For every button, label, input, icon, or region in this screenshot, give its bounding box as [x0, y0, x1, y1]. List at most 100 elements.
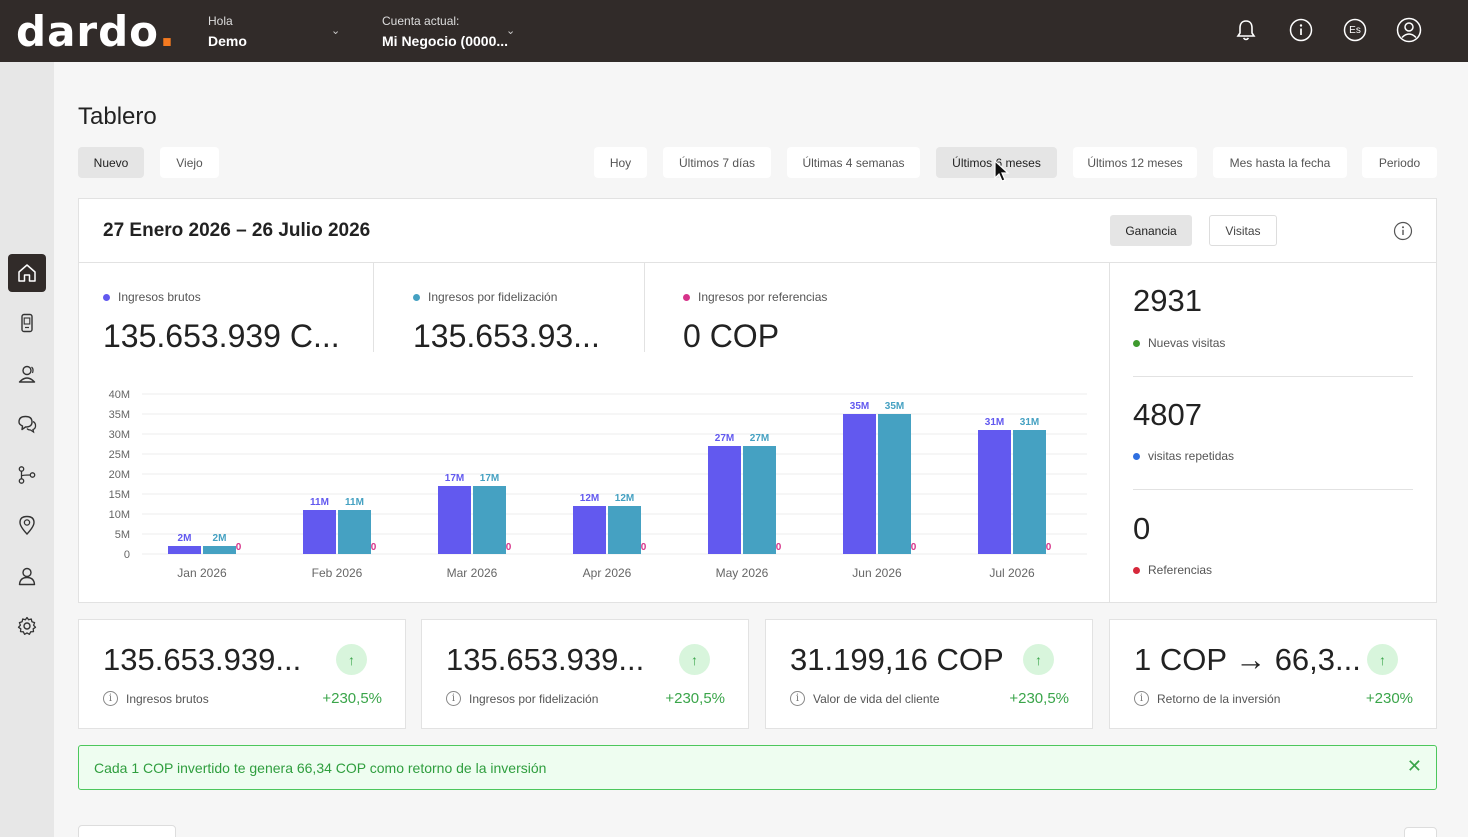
bottom-tab[interactable]	[78, 825, 176, 837]
metric-ingresos-brutos-value: 135.653.939 C...	[103, 318, 340, 354]
period-month-to-date[interactable]: Mes hasta la fecha	[1213, 147, 1347, 178]
bar-1	[338, 510, 371, 554]
info-icon[interactable]	[1288, 17, 1314, 43]
legend-ingresos-referencias: Ingresos por referencias	[683, 290, 827, 304]
kpi-change: +230,5%	[322, 690, 382, 707]
bar-data-label: 11M	[345, 497, 364, 508]
info-icon[interactable]: i	[103, 691, 118, 706]
bar-data-label: 0	[506, 542, 512, 553]
bar-1	[473, 486, 506, 554]
kpi-value: 1 COP → 66,3...	[1134, 642, 1361, 677]
kpi-label: i Ingresos brutos	[103, 691, 209, 706]
metric-ingresos-fidelizacion-value: 135.653.93...	[413, 318, 600, 354]
arrow-up-icon: ↑	[679, 644, 710, 675]
bar-1	[743, 446, 776, 554]
x-tick-label: Feb 2026	[312, 566, 363, 580]
sidebar-item-flows[interactable]	[8, 456, 46, 494]
arrow-up-icon: ↑	[1367, 644, 1398, 675]
info-icon[interactable]: i	[1134, 691, 1149, 706]
bar-0	[978, 430, 1011, 554]
bar-data-label: 31M	[1020, 417, 1039, 428]
kpi-change: +230%	[1365, 690, 1413, 707]
bar-data-label: 35M	[850, 401, 869, 412]
language-es-icon[interactable]: Es	[1342, 17, 1368, 43]
x-tick-label: Mar 2026	[447, 566, 498, 580]
stat-referrals-label: Referencias	[1133, 563, 1212, 577]
tab-viejo[interactable]: Viejo	[160, 147, 219, 178]
sidebar-item-customers[interactable]	[8, 355, 46, 393]
legend-dot	[103, 293, 110, 301]
legend-dot	[683, 293, 690, 301]
bar-data-label: 31M	[985, 417, 1004, 428]
user-chevron-down-icon[interactable]: ⌄	[331, 25, 341, 37]
bar-data-label: 11M	[310, 497, 329, 508]
stat-referrals-value: 0	[1133, 511, 1151, 546]
bar-data-label: 0	[1046, 542, 1052, 553]
y-tick-label: 35M	[109, 409, 130, 421]
bell-icon[interactable]	[1233, 17, 1259, 43]
bar-0	[438, 486, 471, 554]
sidebar-item-device[interactable]	[8, 304, 46, 342]
period-last-4-weeks[interactable]: Últimas 4 semanas	[787, 147, 920, 178]
toggle-visitas[interactable]: Visitas	[1209, 215, 1277, 246]
legend-dot	[1133, 339, 1140, 347]
period-last-12-months[interactable]: Últimos 12 meses	[1073, 147, 1197, 178]
kpi-card-ingresos-brutos: 135.653.939... ↑ i Ingresos brutos +230,5…	[78, 619, 406, 729]
account-selector[interactable]: Cuenta actual: Mi Negocio (0000...	[382, 14, 508, 49]
sidebar-item-locations[interactable]	[8, 506, 46, 544]
map-pin-icon	[19, 515, 35, 536]
info-icon[interactable]: i	[446, 691, 461, 706]
kpi-value: 31.199,16 COP	[790, 642, 1004, 677]
user-greeting[interactable]: Hola Demo	[208, 14, 247, 49]
y-tick-label: 25M	[109, 449, 130, 461]
divider	[1133, 489, 1413, 490]
sidebar-item-home[interactable]	[8, 254, 46, 292]
period-custom[interactable]: Periodo	[1362, 147, 1437, 178]
collapse-button[interactable]	[1404, 827, 1437, 837]
page-title: Tablero	[78, 103, 157, 130]
bar-1	[608, 506, 641, 554]
bar-data-label: 0	[641, 542, 647, 553]
flow-branch-icon	[18, 466, 36, 484]
sidebar-item-settings[interactable]	[8, 607, 46, 645]
y-tick-label: 20M	[109, 469, 130, 481]
bar-1	[1013, 430, 1046, 554]
y-tick-label: 0	[124, 549, 130, 561]
home-icon	[18, 264, 36, 282]
bar-0	[708, 446, 741, 554]
bar-1	[203, 546, 236, 554]
kpi-card-valor-vida-cliente: 31.199,16 COP ↑ i Valor de vida del clien…	[765, 619, 1093, 729]
kpi-label: i Retorno de la inversión	[1134, 691, 1280, 706]
x-tick-label: Apr 2026	[583, 566, 632, 580]
dardo-logo[interactable]: dardo.	[16, 7, 177, 56]
user-name: Demo	[208, 33, 247, 49]
toggle-ganancia[interactable]: Ganancia	[1110, 215, 1192, 246]
kpi-value: 135.653.939...	[446, 642, 645, 677]
bar-data-label: 2M	[213, 533, 227, 544]
close-icon[interactable]: ✕	[1406, 756, 1422, 776]
kpi-change: +230,5%	[665, 690, 725, 707]
sidebar-item-account[interactable]	[8, 557, 46, 595]
chat-bubbles-icon	[18, 415, 37, 434]
x-tick-label: Jul 2026	[989, 566, 1035, 580]
info-icon[interactable]: i	[790, 691, 805, 706]
sidebar-item-messages[interactable]	[8, 405, 46, 443]
bar-data-label: 17M	[445, 473, 464, 484]
period-last-7-days[interactable]: Últimos 7 días	[663, 147, 771, 178]
stat-repeat-visits-label: visitas repetidas	[1133, 449, 1234, 463]
divider	[1109, 262, 1110, 603]
kpi-card-retorno-inversion: 1 COP → 66,3... ↑ i Retorno de la inversi…	[1109, 619, 1437, 729]
tab-nuevo[interactable]: Nuevo	[78, 147, 144, 178]
roi-info-banner: Cada 1 COP invertido te genera 66,34 COP…	[78, 745, 1437, 790]
account-chevron-down-icon[interactable]: ⌄	[506, 25, 516, 37]
bar-data-label: 12M	[580, 493, 599, 504]
gear-icon	[17, 616, 37, 635]
bar-data-label: 2M	[178, 533, 192, 544]
period-hoy[interactable]: Hoy	[594, 147, 647, 178]
user-profile-icon[interactable]	[1396, 17, 1422, 43]
x-tick-label: Jan 2026	[177, 566, 227, 580]
kpi-label: i Valor de vida del cliente	[790, 691, 940, 706]
kpi-label: i Ingresos por fidelización	[446, 691, 598, 706]
mouse-cursor-icon	[994, 160, 1010, 182]
info-icon[interactable]	[1393, 221, 1413, 246]
